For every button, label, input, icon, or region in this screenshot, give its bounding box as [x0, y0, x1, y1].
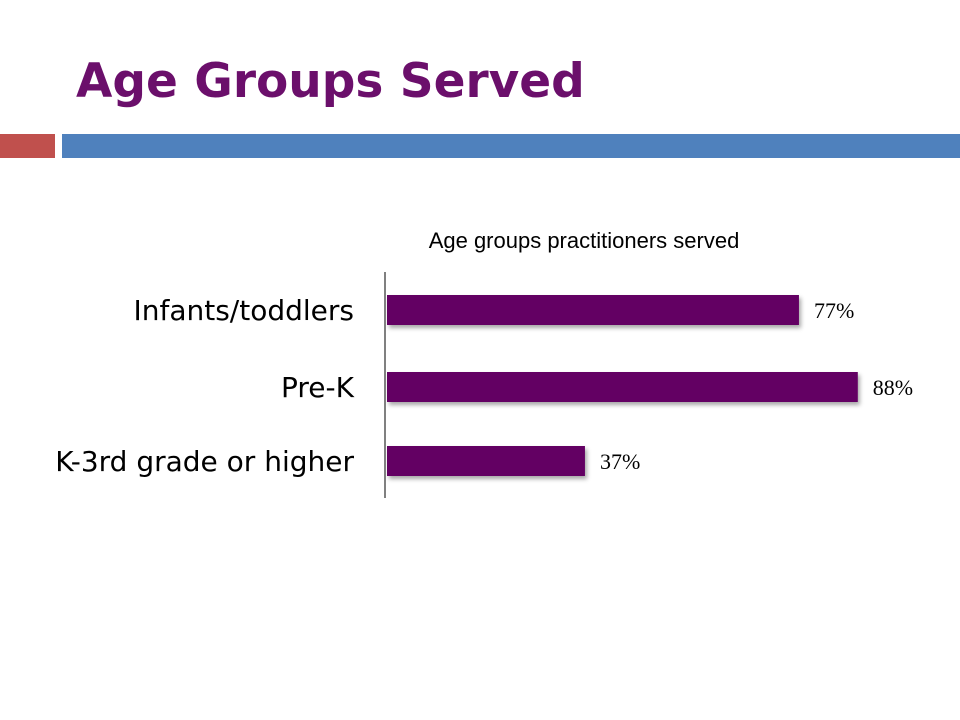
bars-group: Infants/toddlers 77% Pre-K 88% K-3rd grade o…: [55, 294, 913, 478]
value-label-1: 88%: [873, 375, 913, 400]
value-label-0: 77%: [814, 298, 854, 323]
accent-bar-blue: [62, 134, 960, 158]
category-label-0: Infants/toddlers: [133, 294, 354, 327]
bar-0: [387, 295, 799, 325]
category-label-2: K-3rd grade or higher: [55, 445, 354, 478]
slide-title: Age Groups Served: [76, 54, 585, 109]
bar-1: [387, 372, 858, 402]
bar-2: [387, 446, 585, 476]
category-label-1: Pre-K: [281, 371, 355, 404]
chart-title: Age groups practitioners served: [429, 228, 740, 253]
value-label-2: 37%: [600, 449, 640, 474]
accent-bar-red: [0, 134, 55, 158]
